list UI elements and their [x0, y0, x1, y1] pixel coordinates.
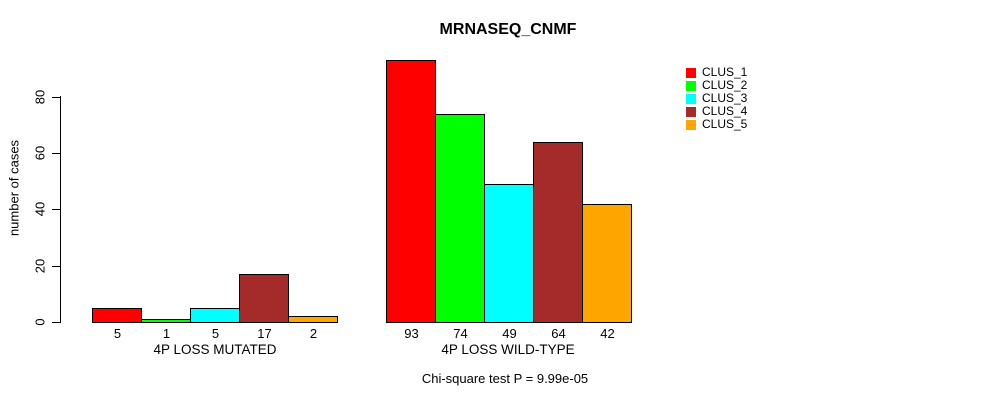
y-axis-tick-label: 20 — [32, 258, 48, 274]
bar-clus_1 — [92, 308, 142, 323]
bar-clus_4 — [239, 274, 289, 323]
legend-label: CLUS_4 — [702, 104, 748, 118]
bar-value-label: 5 — [211, 326, 220, 341]
y-axis-label: number of cases — [6, 139, 22, 237]
y-axis-tick-label: 0 — [32, 318, 48, 326]
chart-title: MRNASEQ_CNMF — [439, 21, 577, 38]
bar-clus_4 — [533, 142, 583, 323]
y-axis-tick-label: 60 — [32, 145, 48, 161]
y-axis-tick — [52, 322, 60, 323]
y-axis-tick-label: 80 — [32, 89, 48, 105]
legend-swatch — [686, 80, 696, 91]
bar-value-label: 1 — [162, 326, 171, 341]
chart-caption: Chi-square test P = 9.99e-05 — [421, 371, 589, 386]
bar-clus_3 — [190, 308, 240, 323]
legend-swatch — [686, 67, 696, 78]
bar-clus_1 — [386, 60, 436, 323]
legend-label: CLUS_2 — [702, 78, 748, 92]
legend-label: CLUS_5 — [702, 117, 748, 131]
legend-swatch — [686, 106, 696, 117]
bar-value-label: 5 — [113, 326, 122, 341]
bar-clus_5 — [582, 204, 632, 323]
legend-label: CLUS_3 — [702, 91, 748, 105]
y-axis-line — [60, 96, 61, 323]
bar-value-label: 2 — [309, 326, 318, 341]
legend-item: CLUS_1 — [686, 66, 747, 79]
y-axis-tick — [52, 209, 60, 210]
legend-swatch — [686, 119, 696, 130]
bar-value-label: 64 — [551, 326, 566, 341]
bar-value-label: 93 — [404, 326, 419, 341]
bar-value-label: 17 — [257, 326, 272, 341]
legend: CLUS_1 CLUS_2 CLUS_3 CLUS_4 CLUS_5 — [686, 66, 747, 131]
bar-clus_5 — [288, 316, 338, 323]
group-label-wild-type: 4P LOSS WILD-TYPE — [441, 342, 575, 357]
bar-value-label: 74 — [453, 326, 468, 341]
legend-item: CLUS_3 — [686, 92, 747, 105]
y-axis-tick-label: 40 — [32, 201, 48, 217]
legend-item: CLUS_2 — [686, 79, 747, 92]
bar-clus_3 — [484, 184, 534, 323]
y-axis-tick — [52, 97, 60, 98]
legend-item: CLUS_5 — [686, 118, 747, 131]
y-axis-tick — [52, 153, 60, 154]
bar-clus_2 — [141, 319, 191, 323]
y-axis-tick — [52, 266, 60, 267]
bar-clus_2 — [435, 114, 485, 323]
bar-value-label: 49 — [502, 326, 517, 341]
legend-swatch — [686, 93, 696, 104]
legend-item: CLUS_4 — [686, 105, 747, 118]
bar-value-label: 42 — [600, 326, 615, 341]
legend-label: CLUS_1 — [702, 65, 748, 79]
group-label-mutated: 4P LOSS MUTATED — [153, 342, 277, 357]
